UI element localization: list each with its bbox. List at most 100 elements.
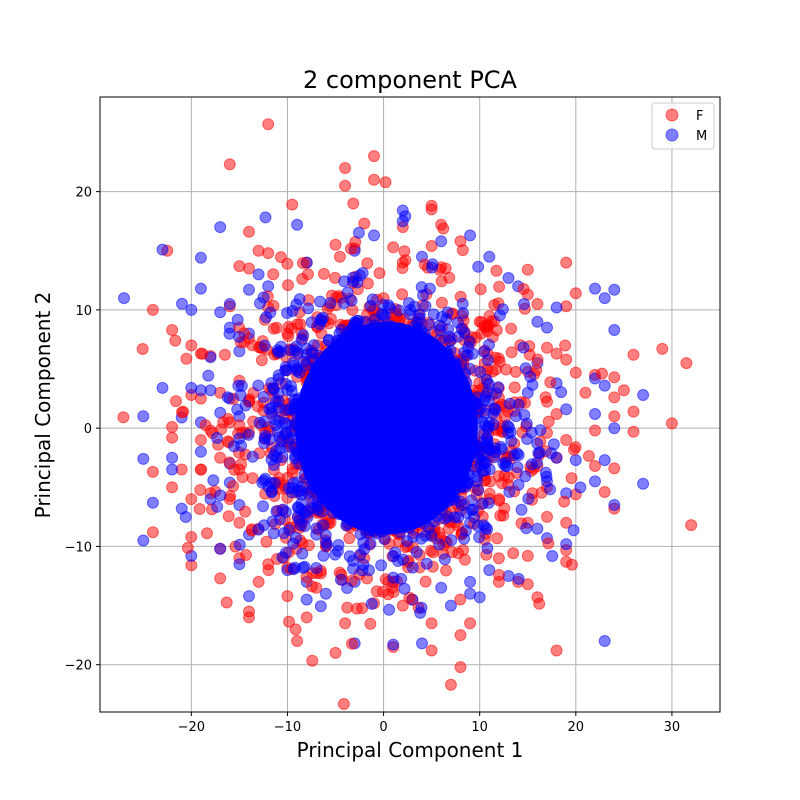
point-m xyxy=(531,522,544,535)
point-f xyxy=(437,222,450,235)
point-f xyxy=(170,395,182,408)
point-m xyxy=(481,385,494,398)
point-m xyxy=(473,531,486,544)
point-m xyxy=(487,407,500,420)
point-m xyxy=(465,494,478,507)
point-m xyxy=(569,454,582,467)
point-f xyxy=(656,342,669,355)
point-m xyxy=(314,295,327,308)
point-m xyxy=(519,470,532,483)
point-m xyxy=(185,303,198,316)
point-f xyxy=(262,564,275,577)
point-f xyxy=(196,347,209,360)
point-f xyxy=(565,472,578,485)
point-m xyxy=(560,538,573,551)
point-m xyxy=(332,539,345,551)
point-m xyxy=(137,534,150,547)
point-f xyxy=(166,431,179,444)
point-m xyxy=(268,449,281,462)
point-f xyxy=(255,354,268,367)
point-f xyxy=(136,343,149,355)
point-m xyxy=(512,572,525,585)
point-f xyxy=(541,510,553,523)
point-m xyxy=(290,298,303,311)
y-tick-label: 20 xyxy=(75,186,92,201)
point-m xyxy=(319,587,332,600)
point-m xyxy=(252,268,265,281)
point-f xyxy=(509,365,522,378)
point-m xyxy=(574,481,587,494)
point-m xyxy=(404,304,417,316)
data-points xyxy=(117,118,698,710)
x-tick-label: −20 xyxy=(178,720,205,735)
point-m xyxy=(221,391,234,404)
point-f xyxy=(386,581,399,594)
point-f xyxy=(454,593,467,606)
point-m xyxy=(483,338,495,351)
point-f xyxy=(492,552,505,565)
point-m xyxy=(435,581,448,594)
point-m xyxy=(363,564,375,577)
y-tick-label: 10 xyxy=(75,304,92,319)
point-f xyxy=(558,495,571,508)
point-m xyxy=(231,313,244,326)
point-f xyxy=(560,516,573,529)
point-f xyxy=(685,519,698,532)
point-m xyxy=(532,446,545,459)
point-f xyxy=(582,450,595,462)
point-m xyxy=(397,553,410,566)
point-m xyxy=(608,422,621,435)
point-m xyxy=(179,511,192,523)
point-m xyxy=(314,600,327,613)
point-f xyxy=(306,580,318,593)
point-m xyxy=(515,503,528,516)
point-f xyxy=(505,322,518,335)
point-f xyxy=(240,549,252,561)
point-f xyxy=(435,275,448,288)
point-m xyxy=(387,638,400,651)
point-m xyxy=(258,339,271,352)
point-f xyxy=(464,617,477,630)
point-f xyxy=(339,162,352,174)
point-m xyxy=(598,292,611,305)
point-m xyxy=(289,561,301,574)
point-m xyxy=(231,403,244,416)
point-m xyxy=(427,308,440,321)
point-f xyxy=(329,646,342,659)
point-m xyxy=(214,542,227,555)
point-m xyxy=(258,437,271,450)
point-f xyxy=(425,617,438,630)
point-f xyxy=(222,413,235,425)
point-m xyxy=(274,345,287,358)
point-f xyxy=(544,376,557,389)
point-m xyxy=(555,386,568,399)
point-m xyxy=(233,538,246,551)
point-m xyxy=(214,221,227,234)
point-f xyxy=(274,251,287,264)
point-m xyxy=(414,606,427,619)
point-m xyxy=(307,339,320,352)
point-f xyxy=(456,244,469,257)
point-f xyxy=(199,419,212,432)
point-f xyxy=(306,654,319,667)
point-m xyxy=(137,410,150,423)
point-f xyxy=(364,617,377,630)
point-f xyxy=(598,486,611,498)
point-m xyxy=(481,542,494,555)
point-m xyxy=(468,511,480,524)
point-f xyxy=(346,637,358,650)
point-f xyxy=(296,257,309,269)
point-f xyxy=(361,257,374,270)
x-tick-label: 20 xyxy=(568,720,585,735)
point-m xyxy=(194,445,207,458)
point-f xyxy=(185,339,198,352)
point-m xyxy=(269,419,282,431)
point-f xyxy=(185,493,198,506)
point-f xyxy=(243,262,255,275)
point-m xyxy=(270,505,283,518)
point-m xyxy=(455,499,468,512)
point-f xyxy=(541,341,553,354)
point-m xyxy=(435,235,448,248)
point-f xyxy=(608,391,621,404)
point-f xyxy=(246,472,259,485)
